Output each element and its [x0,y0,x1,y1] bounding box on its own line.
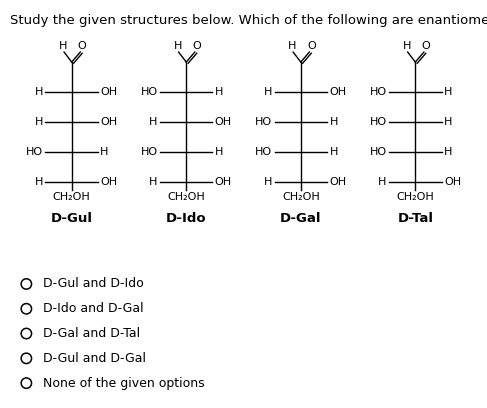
Text: HO: HO [140,147,158,157]
Text: OH: OH [329,87,347,97]
Text: D-Gul and D-Gal: D-Gul and D-Gal [43,352,147,365]
Text: H: H [378,177,387,187]
Text: HO: HO [26,147,43,157]
Text: D-Gal: D-Gal [280,212,321,225]
Text: CH₂OH: CH₂OH [168,192,205,202]
Text: O: O [421,41,430,51]
Text: CH₂OH: CH₂OH [53,192,91,202]
Text: H: H [264,177,272,187]
Text: H: H [288,41,297,51]
Text: HO: HO [370,117,387,127]
Text: H: H [215,147,223,157]
Text: O: O [78,41,87,51]
Text: O: O [192,41,201,51]
Text: H: H [329,147,338,157]
Text: H: H [149,177,158,187]
Text: HO: HO [255,147,272,157]
Text: HO: HO [370,87,387,97]
Text: CH₂OH: CH₂OH [396,192,434,202]
Text: H: H [444,147,452,157]
Text: OH: OH [444,177,461,187]
Text: H: H [59,41,67,51]
Text: H: H [444,117,452,127]
Text: None of the given options: None of the given options [43,377,205,390]
Text: HO: HO [255,117,272,127]
Text: O: O [307,41,316,51]
Text: OH: OH [100,177,117,187]
Text: OH: OH [100,117,117,127]
Text: H: H [264,87,272,97]
Text: H: H [444,87,452,97]
Text: HO: HO [370,147,387,157]
Text: H: H [35,177,43,187]
Text: HO: HO [140,87,158,97]
Text: H: H [35,87,43,97]
Text: H: H [35,117,43,127]
Text: H: H [100,147,109,157]
Text: D-Gul: D-Gul [51,212,93,225]
Text: H: H [329,117,338,127]
Text: CH₂OH: CH₂OH [282,192,319,202]
Text: Study the given structures below. Which of the following are enantiomers? *: Study the given structures below. Which … [10,14,487,27]
Text: D-Gal and D-Tal: D-Gal and D-Tal [43,327,141,340]
Text: OH: OH [215,117,232,127]
Text: OH: OH [100,87,117,97]
Text: H: H [215,87,223,97]
Text: D-Gul and D-Ido: D-Gul and D-Ido [43,277,144,290]
Text: D-Ido and D-Gal: D-Ido and D-Gal [43,302,144,315]
Text: H: H [173,41,182,51]
Text: OH: OH [215,177,232,187]
Text: D-Ido: D-Ido [166,212,206,225]
Text: OH: OH [329,177,347,187]
Text: D-Tal: D-Tal [397,212,433,225]
Text: H: H [149,117,158,127]
Text: H: H [403,41,411,51]
